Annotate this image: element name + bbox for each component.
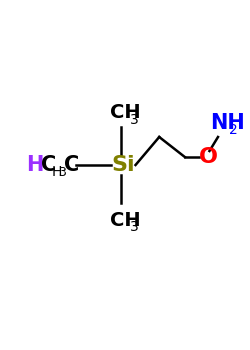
Text: NH: NH — [210, 113, 245, 133]
Text: H: H — [51, 165, 62, 179]
Text: CH: CH — [110, 104, 140, 122]
Text: 3: 3 — [58, 166, 66, 178]
Text: 3: 3 — [130, 113, 138, 127]
Text: Si: Si — [111, 155, 134, 175]
Text: H: H — [26, 155, 44, 175]
Text: 3: 3 — [130, 220, 138, 234]
Text: C: C — [41, 155, 56, 175]
Text: C: C — [64, 155, 80, 175]
Text: CH: CH — [110, 210, 140, 230]
Text: 2: 2 — [229, 123, 238, 137]
Text: O: O — [199, 147, 218, 167]
